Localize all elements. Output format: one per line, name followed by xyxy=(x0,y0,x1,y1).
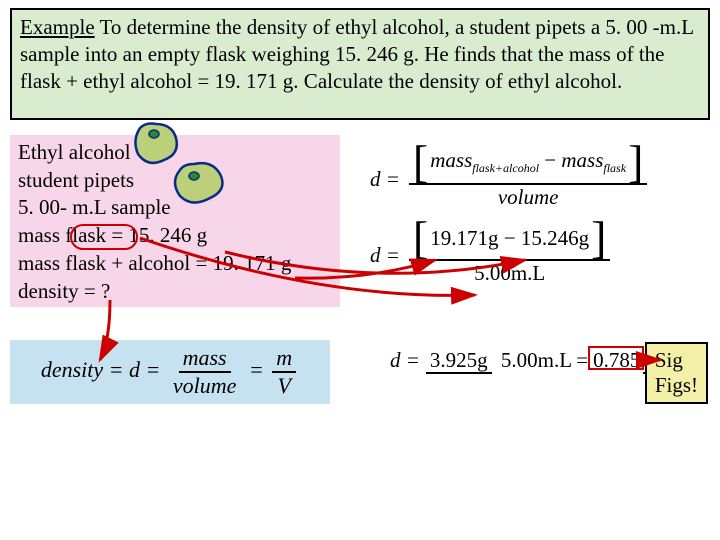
annotation-arrows xyxy=(0,0,720,540)
